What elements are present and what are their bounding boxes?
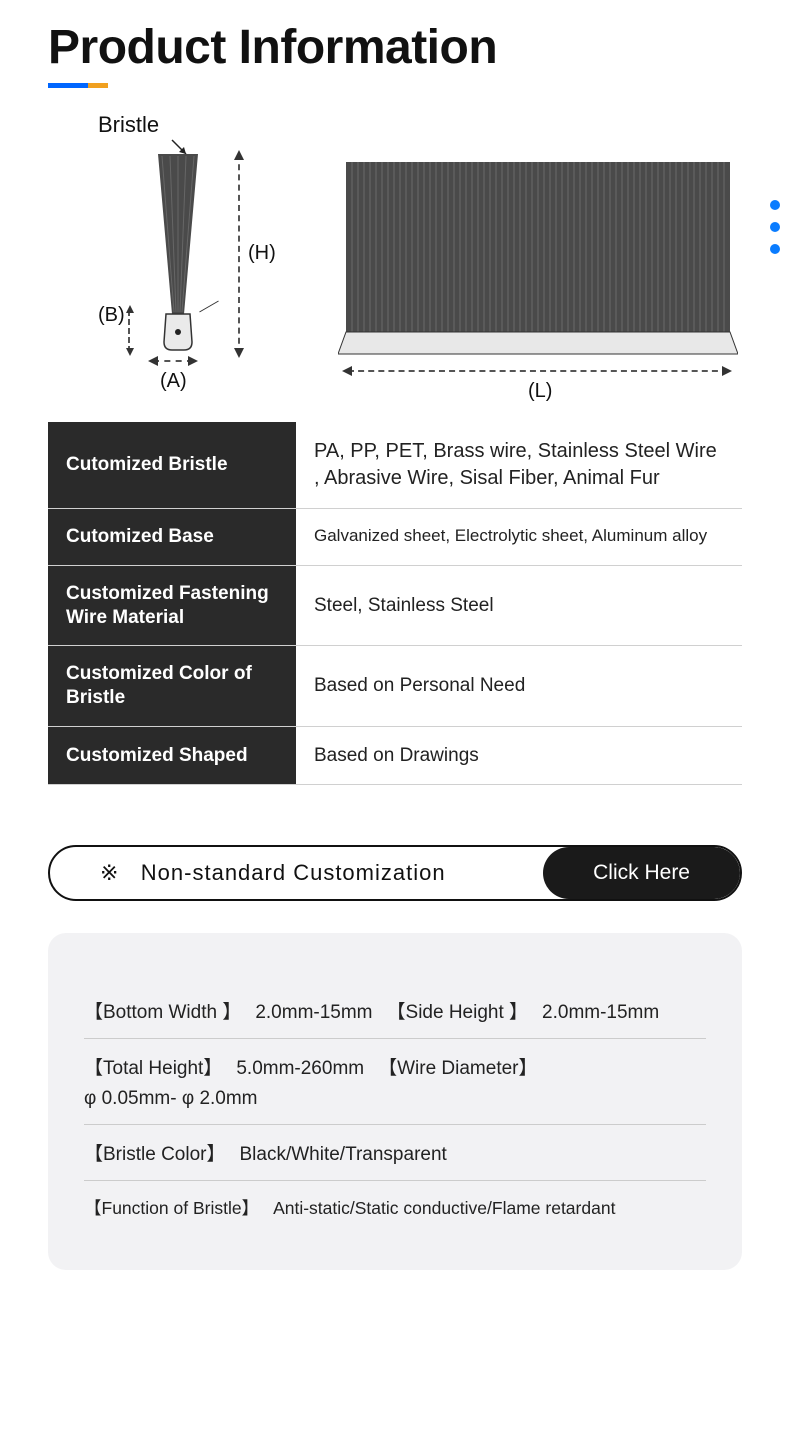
spec-v: 2.0mm-15mm bbox=[542, 1002, 659, 1024]
arrow-up-icon bbox=[234, 150, 244, 160]
spec-v: Anti-static/Static conductive/Flame reta… bbox=[273, 1198, 615, 1219]
cta-row: ※ Non-standard Customization Click Here bbox=[48, 845, 742, 901]
arrow-left-icon bbox=[342, 366, 352, 376]
spec-val: PA, PP, PET, Brass wire, Stainless Steel… bbox=[296, 422, 742, 509]
spec-k: 【Bristle Color】 bbox=[84, 1139, 225, 1166]
spec-k: 【Total Height】 bbox=[84, 1053, 222, 1080]
spec-line: 【Function of Bristle】 Anti-static/Static… bbox=[84, 1181, 706, 1234]
table-row: Cutomized Base Galvanized sheet, Electro… bbox=[48, 509, 742, 566]
spec-line: 【Bottom Width 】 2.0mm-15mm 【Side Height … bbox=[84, 983, 706, 1039]
arrow-up-icon bbox=[126, 305, 134, 313]
title-underline bbox=[48, 83, 742, 88]
spec-v: 2.0mm-15mm bbox=[255, 1002, 372, 1024]
page-title: Product Information bbox=[48, 20, 742, 75]
spec-key: Customized Fastening Wire Material bbox=[48, 565, 296, 646]
arrow-right-icon bbox=[722, 366, 732, 376]
diagram-section: Bristle (H) (B) (A) bbox=[48, 112, 742, 402]
spec-key: Cutomized Bristle bbox=[48, 422, 296, 509]
arrow-right-icon bbox=[188, 356, 198, 366]
spec-val: Based on Personal Need bbox=[296, 646, 742, 727]
diagram-side-view: Bristle (H) (B) (A) bbox=[48, 112, 278, 402]
brush-front-svg bbox=[338, 162, 738, 362]
table-row: Customized Shaped Based on Drawings bbox=[48, 726, 742, 785]
dim-l-label: (L) bbox=[528, 380, 552, 403]
table-row: Customized Color of Bristle Based on Per… bbox=[48, 646, 742, 727]
spec-v: φ 0.05mm- φ 2.0mm bbox=[84, 1088, 258, 1110]
side-dots bbox=[770, 200, 780, 254]
spec-box: 【Bottom Width 】 2.0mm-15mm 【Side Height … bbox=[48, 933, 742, 1270]
spec-key: Cutomized Base bbox=[48, 509, 296, 566]
table-row: Customized Fastening Wire Material Steel… bbox=[48, 565, 742, 646]
arrow-down-icon bbox=[126, 348, 134, 356]
spec-val: Based on Drawings bbox=[296, 726, 742, 785]
arrow-down-icon bbox=[234, 348, 244, 358]
spec-val: Galvanized sheet, Electrolytic sheet, Al… bbox=[296, 509, 742, 566]
spec-line: 【Total Height】 5.0mm-260mm 【Wire Diamete… bbox=[84, 1039, 706, 1125]
cta-label: Non-standard Customization bbox=[141, 860, 446, 885]
spec-v: 5.0mm-260mm bbox=[236, 1058, 364, 1080]
spec-k: 【Function of Bristle】 bbox=[84, 1195, 259, 1220]
spec-val: Steel, Stainless Steel bbox=[296, 565, 742, 646]
click-here-button[interactable]: Click Here bbox=[543, 847, 740, 899]
spec-k: 【Wire Diameter】 bbox=[378, 1053, 537, 1080]
dim-b-label: (B) bbox=[98, 304, 125, 327]
spec-key: Customized Shaped bbox=[48, 726, 296, 785]
spec-k: 【Side Height 】 bbox=[387, 997, 529, 1024]
dim-a-label: (A) bbox=[160, 370, 187, 393]
spec-table: Cutomized Bristle PA, PP, PET, Brass wir… bbox=[48, 422, 742, 785]
spec-v: Black/White/Transparent bbox=[239, 1144, 446, 1166]
spec-k: 【Bottom Width 】 bbox=[84, 997, 241, 1024]
bristle-label: Bristle bbox=[98, 112, 159, 138]
cta-text: ※ Non-standard Customization bbox=[50, 860, 543, 886]
brush-side-svg bbox=[148, 154, 208, 364]
diagram-front-view: (L) bbox=[338, 122, 738, 402]
spec-line: 【Bristle Color】 Black/White/Transparent bbox=[84, 1125, 706, 1181]
spec-key: Customized Color of Bristle bbox=[48, 646, 296, 727]
dim-h-label: (H) bbox=[248, 242, 276, 265]
arrow-left-icon bbox=[148, 356, 158, 366]
cta-symbol: ※ bbox=[100, 860, 119, 885]
table-row: Cutomized Bristle PA, PP, PET, Brass wir… bbox=[48, 422, 742, 509]
